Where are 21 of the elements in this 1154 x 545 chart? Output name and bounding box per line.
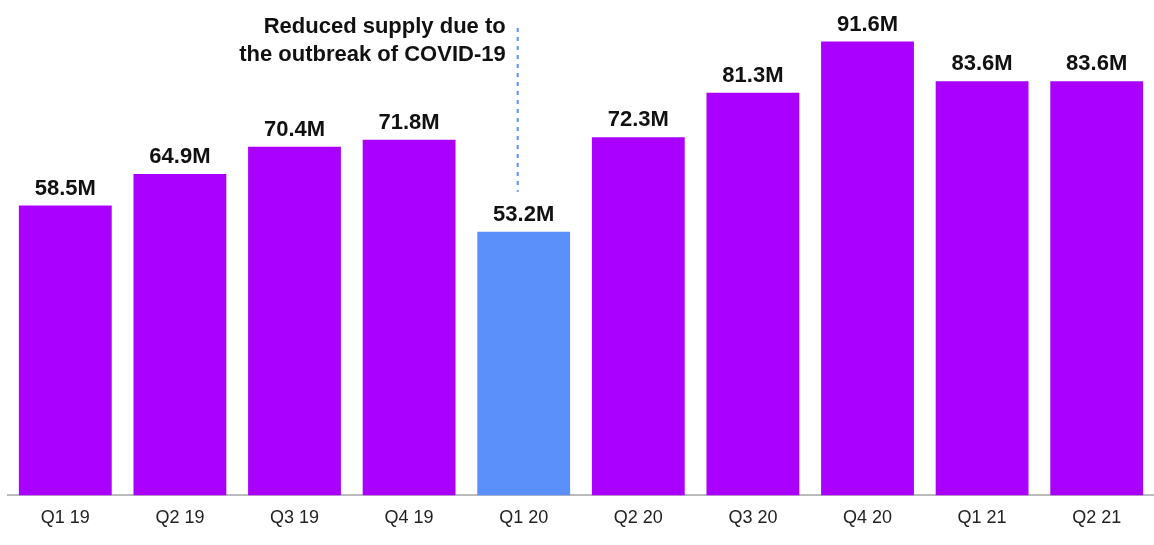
x-tick-label: Q4 19 (384, 507, 434, 528)
data-label: 91.6M (836, 10, 899, 36)
data-label: 83.6M (951, 50, 1013, 76)
x-tick-label: Q1 21 (957, 507, 1007, 528)
data-label: 83.6M (1066, 50, 1128, 76)
data-label: 70.4M (263, 115, 326, 141)
x-tick-label: Q4 20 (842, 507, 893, 528)
x-tick-label: Q2 20 (613, 507, 663, 528)
x-tick-label: Q1 20 (499, 507, 549, 528)
x-tick-label: Q2 21 (1072, 507, 1122, 528)
data-label: 81.3M (722, 61, 784, 87)
x-tick-label: Q3 20 (728, 507, 778, 528)
x-tick-label: Q1 19 (40, 507, 90, 528)
x-tick-label: Q2 19 (155, 507, 205, 528)
data-label: 71.8M (378, 108, 440, 134)
data-label: 64.9M (149, 142, 211, 168)
ref-line-label: Reduced supply due to the outbreak of COVID-19 (239, 13, 506, 67)
data-label: 72.3M (607, 106, 669, 132)
data-label: 53.2M (493, 200, 555, 226)
x-tick-label: Q3 19 (269, 507, 320, 528)
data-label: 58.5M (34, 174, 96, 200)
